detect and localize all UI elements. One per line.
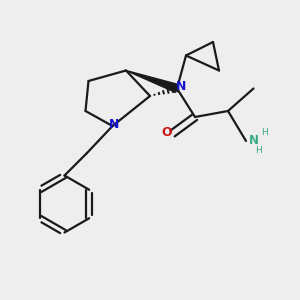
Text: N: N xyxy=(109,118,119,131)
Polygon shape xyxy=(126,70,178,92)
Text: O: O xyxy=(162,126,172,139)
Text: H: H xyxy=(261,128,268,137)
Text: H: H xyxy=(256,146,262,155)
Text: N: N xyxy=(176,80,187,94)
Text: N: N xyxy=(249,134,259,147)
